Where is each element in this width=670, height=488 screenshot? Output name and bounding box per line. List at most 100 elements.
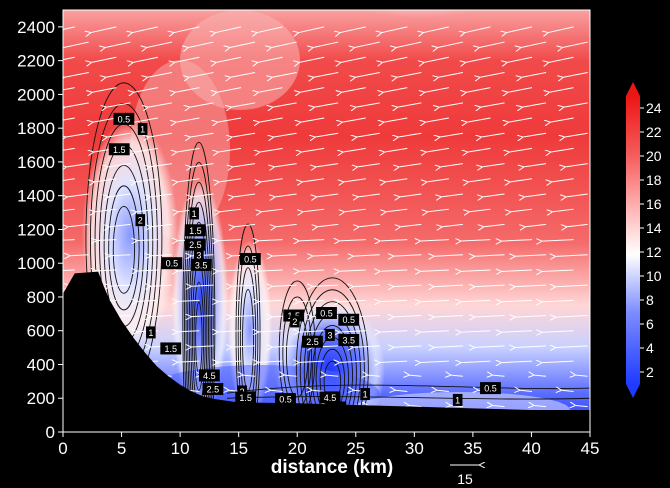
wind-vector-arrow <box>326 375 339 376</box>
wind-vector-arrow <box>502 270 533 272</box>
wind-vector-arrow <box>383 56 408 62</box>
contour-label: 1.5 <box>239 393 252 403</box>
wind-vector-arrow <box>563 41 588 47</box>
wind-vector-arrow <box>188 41 214 47</box>
plot-area: 0.511.520.511.52.533.50.511.54.52.521.51… <box>63 10 590 432</box>
x-tick-label: 35 <box>463 439 482 458</box>
contour-label: 1 <box>363 390 368 400</box>
wind-vector-arrow <box>274 132 297 137</box>
wind-vector-arrow <box>299 361 325 362</box>
wind-vector-arrow <box>299 56 325 62</box>
wind-vector-arrow <box>564 102 588 107</box>
wind-vector-arrow <box>386 208 408 212</box>
wind-vector-arrow <box>437 390 449 391</box>
wind-vector-arrow <box>421 331 449 332</box>
contour-line <box>184 161 214 432</box>
wind-vector-arrow <box>151 223 172 226</box>
wind-vector-arrow <box>135 117 158 122</box>
contour-label: 1 <box>192 209 197 219</box>
wind-vector-arrow <box>553 208 574 212</box>
wind-vector-arrow <box>383 87 408 93</box>
wind-vector-arrow <box>271 390 283 391</box>
wind-vector-arrow <box>65 102 89 107</box>
colorbar-tick-label: 18 <box>646 172 662 188</box>
wind-vector-arrow <box>479 41 505 47</box>
contour-line <box>188 221 209 432</box>
x-tick-label: 15 <box>229 439 248 458</box>
contour-label: 0.5 <box>244 254 257 264</box>
wind-vector-arrow <box>174 26 200 33</box>
wind-vector-arrow <box>421 361 449 362</box>
wind-vector-arrow <box>340 331 366 332</box>
wind-vector-arrow <box>507 26 533 33</box>
wind-vector-arrow <box>507 56 533 62</box>
contour-line <box>185 181 213 432</box>
wind-vector-arrow <box>466 87 491 93</box>
wind-vector-arrow <box>502 331 533 333</box>
colorbar-tick-label: 10 <box>646 268 662 284</box>
wind-vector-arrow <box>272 255 297 256</box>
wind-vector-arrow <box>315 132 339 137</box>
wind-vector-arrow <box>384 117 408 122</box>
wind-vector-arrow <box>109 193 131 197</box>
wind-vector-arrow <box>66 132 89 137</box>
x-tick-label: 45 <box>581 439 600 458</box>
wind-vector-arrow <box>566 193 588 197</box>
wind-vector-arrow <box>426 147 449 152</box>
x-axis: 0 5 10 15 20 25 30 35 40 45 <box>58 432 599 458</box>
wind-vector-arrow <box>382 26 408 33</box>
wind-vector-arrow <box>107 102 131 107</box>
wind-vector-arrow <box>549 56 574 62</box>
y-tick-label: 1800 <box>17 119 55 138</box>
contour-label: 3 <box>196 250 201 260</box>
wind-vector-arrow <box>427 178 449 182</box>
wind-vector-arrow <box>314 71 339 77</box>
wind-vector-arrow <box>218 270 242 271</box>
wind-vector-arrow <box>534 375 547 376</box>
colorbar-tick-label: 8 <box>646 292 654 308</box>
wind-vector-arrow <box>110 223 131 226</box>
wind-vector-arrow <box>461 270 491 271</box>
wind-vector-arrow <box>502 300 533 302</box>
wind-vector-arrow <box>218 361 242 362</box>
x-tick-label: 5 <box>117 439 126 458</box>
wind-vector-arrow <box>64 41 89 47</box>
wind-vector-arrow <box>441 163 464 167</box>
x-tick-label: 10 <box>171 439 190 458</box>
wind-vector-arrow <box>542 270 574 272</box>
wind-vector-arrow <box>259 87 283 93</box>
contour-label: 0.5 <box>320 308 333 318</box>
wind-vector-arrow <box>511 208 533 212</box>
y-tick-label: 400 <box>27 355 55 374</box>
wind-vector-arrow <box>192 346 214 347</box>
wind-vector-arrow <box>220 208 242 212</box>
wind-vector-arrow <box>451 375 463 376</box>
colorbar-tick-label: 4 <box>646 340 654 356</box>
wind-vector-arrow <box>95 208 117 212</box>
contour-label-box <box>184 238 206 251</box>
contour-label: 4.5 <box>324 393 337 403</box>
wind-vector-arrow <box>178 178 200 182</box>
wind-vector-arrow <box>178 300 200 301</box>
wind-vector-arrow <box>134 87 158 93</box>
wind-vector-arrow <box>542 361 574 363</box>
wind-vector-arrow <box>340 361 366 362</box>
wind-vector-arrow <box>218 117 242 122</box>
wind-vector-arrow <box>218 240 242 241</box>
wind-vector-arrow <box>556 255 588 257</box>
colorbar-tick-label: 2 <box>646 364 654 380</box>
wind-vector-arrow <box>461 300 491 301</box>
contour-label-box <box>161 257 183 270</box>
wind-vector-arrow <box>552 178 574 182</box>
contour-label: 0.5 <box>118 114 131 124</box>
wind-vector-arrow <box>230 41 256 47</box>
contour-label: 2.5 <box>189 240 202 250</box>
wind-vector-arrow <box>111 285 131 286</box>
wind-vector-arrow <box>467 117 491 122</box>
wind-vector-arrow <box>556 346 588 348</box>
wind-vector-arrow <box>399 163 422 167</box>
wind-vector-arrow <box>567 223 588 226</box>
wind-vector-arrow <box>91 26 117 33</box>
wind-vector-arrow <box>394 316 422 317</box>
wind-vector-arrow <box>493 375 505 376</box>
